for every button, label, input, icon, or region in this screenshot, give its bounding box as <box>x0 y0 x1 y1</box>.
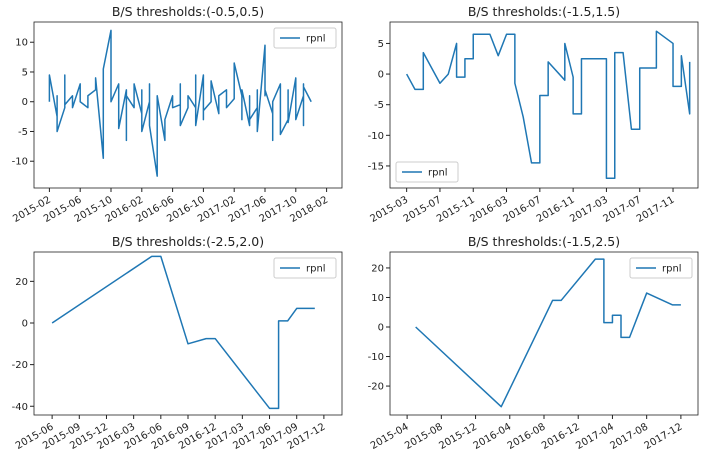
y-tick-label: -15 <box>368 161 384 172</box>
y-tick-label: -10 <box>12 157 28 168</box>
legend-label: rpnl <box>662 264 682 275</box>
axes-frame <box>33 251 343 416</box>
subplot: B/S thresholds:(-1.5,1.5)-15-10-5052015-… <box>368 4 699 225</box>
x-tick-label: 2016-12 <box>540 422 582 452</box>
legend: rpnl <box>629 257 693 279</box>
data-line <box>51 255 315 410</box>
subplot-title: B/S thresholds:(-1.5,1.5) <box>468 4 620 19</box>
subplot-title: B/S thresholds:(-2.5,2.0) <box>112 234 264 249</box>
data-line <box>405 30 691 179</box>
y-tick-label: -10 <box>368 131 384 142</box>
subplot-title: B/S thresholds:(-1.5,2.5) <box>468 234 620 249</box>
x-tick-label: 2015-08 <box>403 422 445 452</box>
y-tick-label: -5 <box>18 127 28 138</box>
y-tick-label: 20 <box>371 263 384 274</box>
y-tick-label: 5 <box>22 67 28 78</box>
x-tick-label: 2017-08 <box>608 422 650 452</box>
subplot: B/S thresholds:(-2.5,2.0)-40-200202015-0… <box>12 234 343 452</box>
legend-box <box>395 161 459 183</box>
y-tick-label: 5 <box>378 39 384 50</box>
y-tick-label: 0 <box>378 70 384 81</box>
x-tick-label: 2017-12 <box>643 422 685 452</box>
y-tick-label: 0 <box>22 318 28 329</box>
legend-label: rpnl <box>428 168 448 179</box>
x-tick-label: 2015-12 <box>437 422 479 452</box>
axes-frame <box>389 251 699 416</box>
y-tick-label: 10 <box>15 38 28 49</box>
y-tick-label: -5 <box>374 100 384 111</box>
subplot-title: B/S thresholds:(-0.5,0.5) <box>112 4 264 19</box>
x-tick-label: 2016-04 <box>472 422 514 452</box>
y-tick-label: -20 <box>12 360 28 371</box>
x-tick-label: 2016-08 <box>506 422 548 452</box>
y-tick-label: -10 <box>368 352 384 363</box>
data-line <box>48 29 312 177</box>
y-tick-label: -40 <box>12 402 28 413</box>
data-line <box>415 258 681 408</box>
legend: rpnl <box>273 257 337 279</box>
y-tick-label: 20 <box>15 277 28 288</box>
y-tick-label: 0 <box>378 323 384 334</box>
legend-box <box>629 257 693 279</box>
legend-label: rpnl <box>306 264 326 275</box>
axes-frame <box>389 21 699 189</box>
subplot: B/S thresholds:(-0.5,0.5)-10-505102015-0… <box>11 4 343 225</box>
y-tick-label: -20 <box>368 382 384 393</box>
x-tick-label: 2017-11 <box>635 195 677 225</box>
x-tick-label: 2015-04 <box>369 422 411 452</box>
x-tick-label: 2017-04 <box>574 422 616 452</box>
legend-box <box>273 27 337 49</box>
subplot: B/S thresholds:(-1.5,2.5) -20 -10 0 10 20 2015… <box>368 234 699 452</box>
legend-label: rpnl <box>306 34 326 45</box>
y-tick-label: 0 <box>22 97 28 108</box>
legend: rpnl <box>273 27 337 49</box>
axes-frame <box>33 21 343 189</box>
legend: rpnl <box>395 161 459 183</box>
y-tick-label: 10 <box>371 293 384 304</box>
legend-box <box>273 257 337 279</box>
